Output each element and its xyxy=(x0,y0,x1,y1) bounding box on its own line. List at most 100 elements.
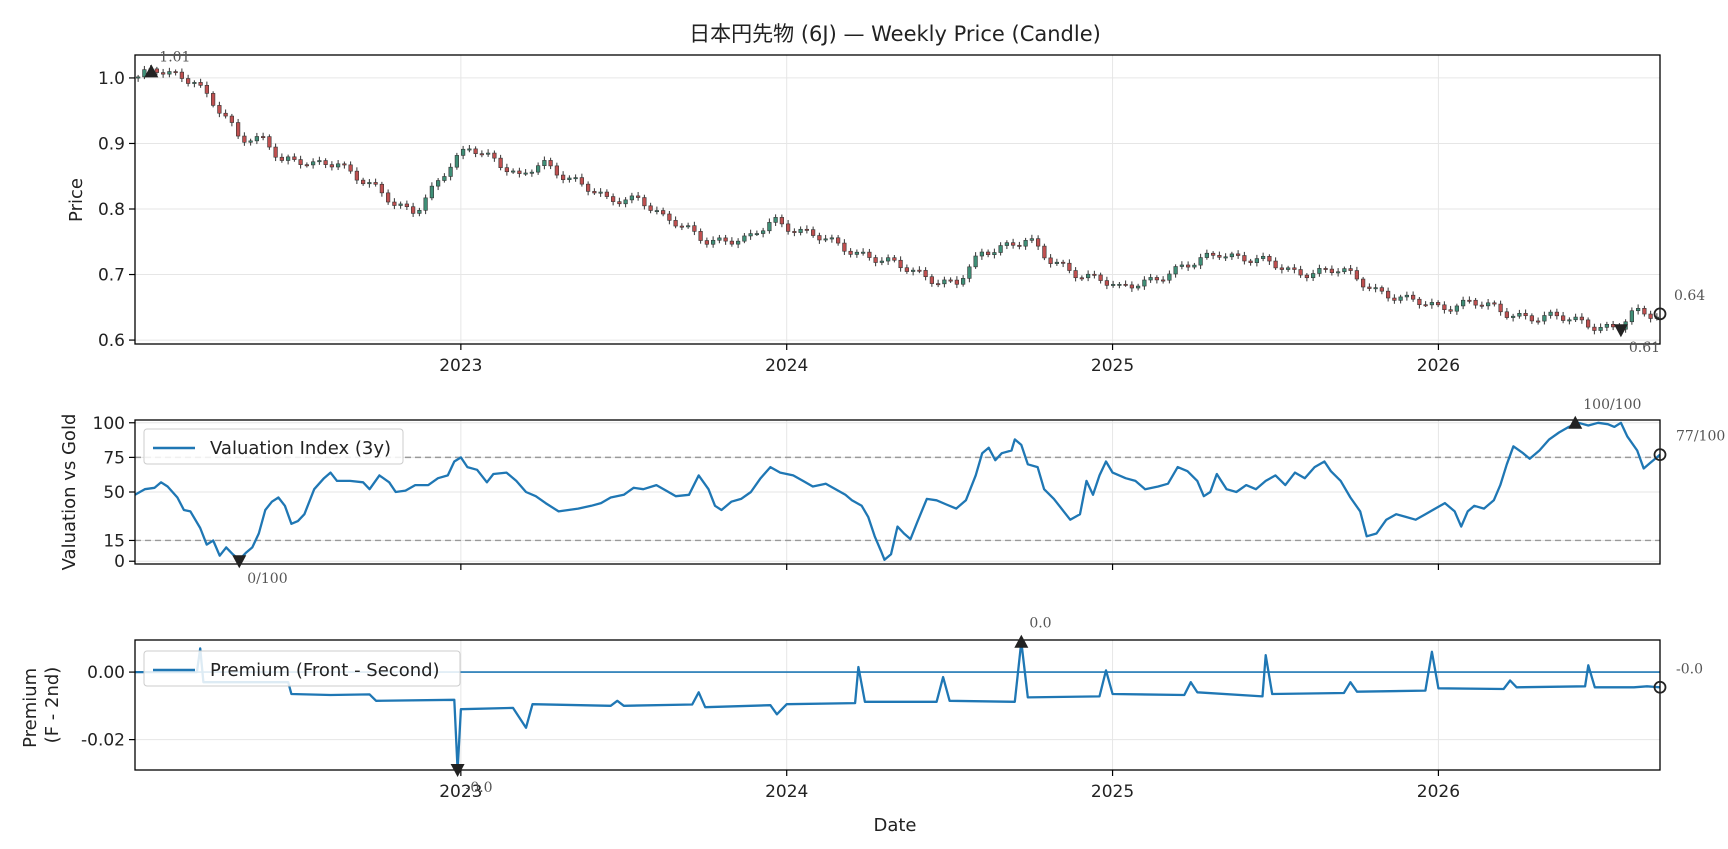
candle-body xyxy=(811,229,816,236)
candle-body xyxy=(492,152,497,159)
p1-ytick-label: 0.7 xyxy=(98,266,125,286)
candle-body xyxy=(923,270,928,278)
candle-body xyxy=(1498,303,1503,313)
candle-body xyxy=(617,201,622,205)
p2-ytick-label: 0 xyxy=(114,552,125,572)
candle-body xyxy=(1117,283,1122,286)
candle-body xyxy=(373,182,378,185)
p2-last-marker xyxy=(1653,448,1667,462)
candle-body xyxy=(1523,313,1528,317)
candle-body xyxy=(1098,274,1103,281)
candle-body xyxy=(529,171,534,174)
candle-body xyxy=(961,278,966,285)
candle-body xyxy=(1261,255,1266,259)
candle-body xyxy=(1442,304,1447,311)
figure-title: 日本円先物 (6J) — Weekly Price (Candle) xyxy=(689,22,1101,46)
p2-ytick-label: 15 xyxy=(103,531,125,551)
candle-body xyxy=(1423,304,1428,307)
candle-body xyxy=(604,191,609,197)
candle-body xyxy=(323,160,328,165)
candle-body xyxy=(379,183,384,194)
p3-ytick-label: 0.00 xyxy=(87,663,125,683)
candle-body xyxy=(1204,252,1209,258)
premium-panel: 2023 2024 2025 2026 0.00 -0.02 -0.0 0.0 -0.0 Pr… xyxy=(20,616,1703,836)
candle-body xyxy=(286,156,291,161)
premium-series xyxy=(135,640,1661,772)
candle-body xyxy=(592,191,597,194)
valuation-panel: 015 50 75 100 0/100 100/100 77/100 Valuation … xyxy=(59,397,1725,587)
candle-body xyxy=(1142,279,1147,287)
candle-body xyxy=(504,167,509,173)
candle-body xyxy=(773,217,778,223)
candle-body xyxy=(917,269,922,272)
candle-body xyxy=(1198,257,1203,266)
p3-ytick-label: -0.02 xyxy=(81,731,125,751)
candle-body xyxy=(967,266,972,279)
candle-body xyxy=(873,257,878,263)
candle-body xyxy=(417,209,422,214)
candle-body xyxy=(942,279,947,285)
candle-body xyxy=(1429,302,1434,306)
p3-last-marker xyxy=(1653,680,1667,694)
candle-body xyxy=(1298,269,1303,276)
candle-body xyxy=(1373,287,1378,290)
candle-body xyxy=(1604,324,1609,328)
candle-body xyxy=(711,239,716,245)
p3-min-label: -0.0 xyxy=(466,780,493,796)
p3-xtick-label: 2023 xyxy=(439,782,482,802)
candle-body xyxy=(1542,315,1547,322)
candle-body xyxy=(1186,264,1191,268)
p3-max-label: 0.0 xyxy=(1029,616,1051,632)
candle-body xyxy=(211,93,216,106)
candle-body xyxy=(792,231,797,233)
candle-body xyxy=(761,230,766,234)
candle-body xyxy=(304,164,309,167)
candle-body xyxy=(1492,302,1497,305)
candle-body xyxy=(692,225,697,232)
price-annotations: 1.01 0.61 0.64 xyxy=(144,49,1705,356)
candle-body xyxy=(1242,255,1247,262)
candle-body xyxy=(936,283,941,286)
candle-body xyxy=(636,195,641,198)
candle-body xyxy=(1548,311,1553,316)
candle-body xyxy=(1286,267,1291,270)
p2-min-marker xyxy=(232,555,247,569)
candle-body xyxy=(254,136,259,142)
candle-body xyxy=(854,251,859,255)
candle-body xyxy=(1486,302,1491,307)
p1-xtick-label: 2023 xyxy=(439,356,482,376)
price-axis-ticks: 2023 2024 2025 2026 0.6 0.7 0.8 0.9 1.0 xyxy=(98,69,1460,376)
premium-ylabel-line2: (F - 2nd) xyxy=(42,667,63,744)
candle-body xyxy=(954,279,959,285)
candle-body xyxy=(361,179,366,185)
p3-series-line xyxy=(135,640,1661,772)
candle-body xyxy=(479,153,484,156)
candle-body xyxy=(448,166,453,177)
candle-body xyxy=(1361,278,1366,288)
candle-body xyxy=(1636,308,1641,312)
candle-body xyxy=(704,240,709,245)
candle-body xyxy=(1448,309,1453,312)
candle-body xyxy=(573,177,578,180)
p3-min-marker xyxy=(450,764,465,777)
p2-series-line xyxy=(134,421,1661,561)
candle-body xyxy=(386,192,391,203)
candle-body xyxy=(179,71,184,79)
candle-body xyxy=(1529,315,1534,322)
candle-body xyxy=(392,201,397,206)
candle-body xyxy=(1436,302,1441,306)
candle-body xyxy=(173,71,178,74)
candle-body xyxy=(1079,277,1084,280)
candle-body xyxy=(661,210,666,215)
candle-body xyxy=(1629,310,1634,323)
candle-body xyxy=(867,251,872,258)
p1-ytick-label: 0.8 xyxy=(98,200,125,220)
candle-body xyxy=(192,82,197,84)
candle-body xyxy=(273,146,278,158)
candle-body xyxy=(642,197,647,207)
candle-body xyxy=(1217,255,1222,258)
candle-body xyxy=(473,148,478,154)
price-max-marker xyxy=(144,64,159,78)
candle-body xyxy=(686,225,691,228)
candle-body xyxy=(167,71,172,75)
